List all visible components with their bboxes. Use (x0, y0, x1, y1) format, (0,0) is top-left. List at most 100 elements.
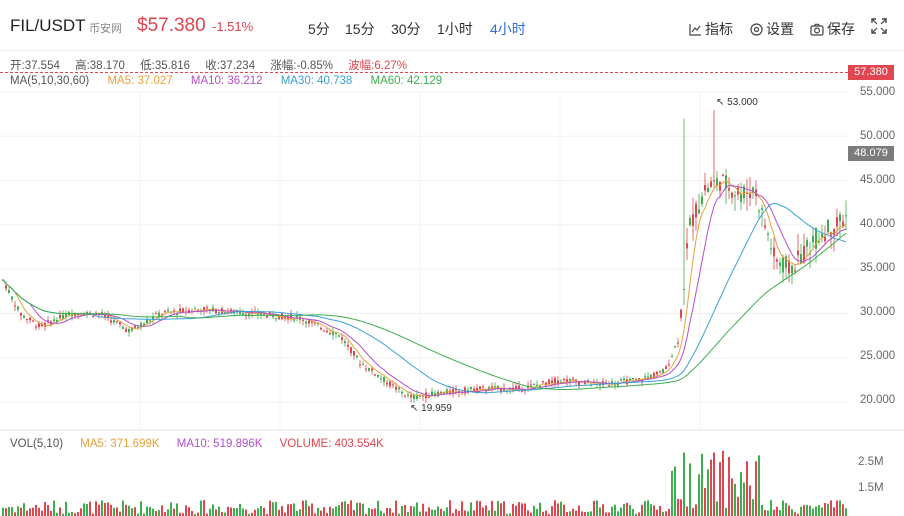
candle-body (770, 248, 772, 250)
volume-bar (767, 510, 769, 516)
candle-body (590, 385, 592, 387)
fullscreen-icon[interactable] (871, 18, 887, 34)
volume-bar (731, 478, 733, 516)
volume-bar (221, 511, 223, 516)
timeframe-5m[interactable]: 5分 (308, 21, 330, 37)
volume-bar (656, 509, 658, 516)
volume-bar (530, 512, 532, 516)
timeframe-4h[interactable]: 4小时 (490, 21, 526, 37)
volume-bar (773, 509, 775, 516)
volume-bar (719, 462, 721, 516)
candle-body (5, 285, 7, 289)
volume-bar (449, 500, 451, 516)
volume-bar (683, 452, 685, 516)
volume-bar (44, 501, 46, 516)
volume-bar (722, 450, 724, 516)
volume-bar (419, 511, 421, 516)
candle-body (344, 341, 346, 344)
volume-bar (146, 506, 148, 516)
volume-bar (836, 500, 838, 516)
candle-body (218, 312, 220, 314)
volume-bar (479, 501, 481, 516)
volume-value: VOLUME: 403.554K (279, 438, 384, 450)
candle-body (812, 235, 814, 243)
volume-bar (266, 513, 268, 516)
candle-body (683, 288, 685, 290)
candle-body (155, 313, 157, 315)
candle-body (572, 378, 574, 380)
volume-bar (788, 505, 790, 516)
volume-bar (593, 500, 595, 516)
volume-bar (698, 474, 700, 516)
volume-bar (206, 513, 208, 516)
volume-bar (8, 507, 10, 516)
volume-bar (728, 456, 730, 516)
amplitude-value: 波幅:6.27% (348, 60, 407, 72)
candle-body (284, 315, 286, 319)
candle-body (317, 322, 319, 325)
volume-bar (539, 502, 541, 516)
volume-bar (281, 506, 283, 516)
price-tick: 20.000 (860, 394, 896, 406)
timeframe-15m[interactable]: 15分 (345, 21, 375, 37)
volume-bar (605, 512, 607, 516)
settings-button[interactable]: 设置 (750, 19, 794, 39)
candle-body (275, 318, 277, 320)
high-value: 高:38.170 (75, 60, 125, 72)
candle-body (335, 332, 337, 334)
candle-body (500, 387, 502, 392)
candle-body (818, 241, 820, 243)
volume-bar (602, 504, 604, 516)
candle-body (608, 385, 610, 387)
price-tick: 25.000 (860, 350, 896, 362)
candle-body (401, 391, 403, 394)
candle-body (827, 219, 829, 233)
volume-bar (473, 510, 475, 516)
ma30-line (2, 202, 847, 394)
save-button[interactable]: 保存 (810, 19, 855, 39)
volume-bar (644, 501, 646, 516)
timeframe-30m[interactable]: 30分 (391, 21, 421, 37)
volume-bar (524, 503, 526, 516)
volume-bar (650, 504, 652, 516)
volume-bar (785, 503, 787, 516)
volume-bar (431, 509, 433, 516)
candle-body (413, 394, 415, 399)
candle-body (116, 321, 118, 323)
candle-body (386, 382, 388, 385)
candle-body (806, 240, 808, 247)
volume-bar (578, 505, 580, 516)
volume-bar (41, 510, 43, 516)
volume-bar (350, 500, 352, 516)
candle-body (641, 380, 643, 382)
volume-bar (725, 507, 727, 516)
volume-bar (287, 504, 289, 516)
indicator-button[interactable]: 指标 (689, 19, 733, 39)
volume-bar (491, 500, 493, 516)
candle-body (215, 309, 217, 314)
volume-bar (500, 503, 502, 516)
candle-body (659, 371, 661, 373)
volume-bar (809, 505, 811, 516)
candle-body (92, 316, 94, 318)
candle-body (173, 310, 175, 312)
volume-bar (92, 513, 94, 516)
volume-bar (14, 512, 16, 516)
timeframe-1h[interactable]: 1小时 (437, 21, 473, 37)
volume-bar (167, 509, 169, 516)
volume-bar (755, 461, 757, 516)
volume-bar (326, 513, 328, 516)
candle-body (359, 364, 361, 366)
volume-bar (839, 500, 841, 516)
candle-body (686, 243, 688, 249)
volume-bar (311, 503, 313, 516)
candle-body (422, 395, 424, 397)
candle-body (152, 316, 154, 320)
candle-body (251, 311, 253, 315)
candle-body (314, 322, 316, 324)
volume-bar (317, 507, 319, 516)
volume-bar (98, 504, 100, 516)
volume-bar (737, 496, 739, 516)
candle-body (455, 388, 457, 391)
